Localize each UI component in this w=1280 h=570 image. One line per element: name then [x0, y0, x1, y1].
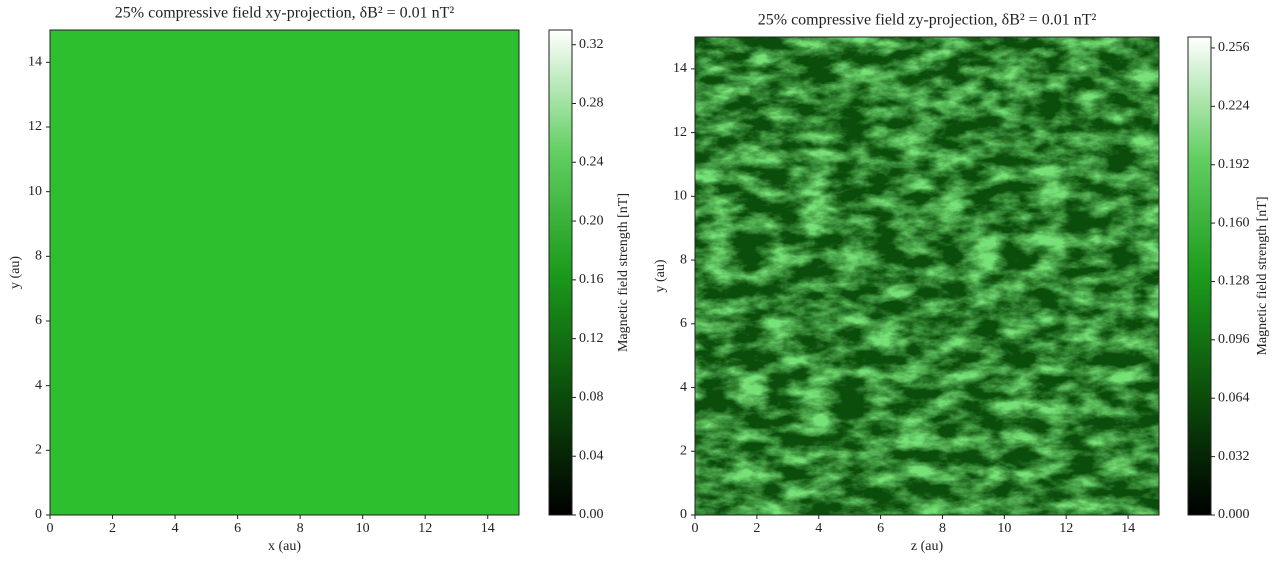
x-tick-label: 6: [234, 521, 241, 536]
y-tick-label: 12: [673, 125, 687, 140]
y-tick-label: 4: [680, 380, 687, 395]
y-axis-label: y (au): [653, 259, 668, 292]
x-tick-label: 8: [297, 521, 304, 536]
colorbar-tick-label: 0.032: [1218, 449, 1250, 464]
colorbar-tick-label: 0.128: [1218, 274, 1250, 289]
plot-frame: [49, 29, 520, 516]
y-tick-label: 2: [35, 443, 42, 458]
y-tick-label: 2: [680, 443, 687, 458]
plot-frame: [694, 36, 1160, 516]
colorbar-label: Magnetic field strength [nT]: [1255, 196, 1270, 355]
y-tick-label: 0: [680, 507, 687, 522]
colorbar-tick-label: 0.224: [1218, 99, 1250, 114]
x-tick-label: 8: [939, 521, 946, 536]
x-tick-label: 12: [418, 521, 432, 536]
y-tick-label: 14: [673, 61, 687, 76]
y-tick-label: 8: [680, 252, 687, 267]
x-tick-label: 0: [47, 521, 54, 536]
heatmap-image: [50, 30, 519, 515]
colorbar: [1187, 36, 1212, 516]
colorbar-tick-label: 0.28: [579, 96, 604, 111]
colorbar: [548, 29, 573, 516]
colorbar-tick-label: 0.000: [1218, 507, 1250, 522]
x-axis-label: z (au): [911, 539, 944, 554]
colorbar-tick-label: 0.04: [579, 448, 604, 463]
y-tick-label: 6: [680, 316, 687, 331]
colorbar-tick-label: 0.12: [579, 331, 604, 346]
x-axis-label: x (au): [268, 539, 301, 554]
y-tick-label: 10: [673, 189, 687, 204]
x-tick-label: 12: [1059, 521, 1073, 536]
heatmap-image: [695, 37, 1159, 515]
x-tick-label: 6: [877, 521, 884, 536]
x-tick-label: 14: [481, 521, 495, 536]
x-tick-label: 14: [1121, 521, 1135, 536]
chart-title: 25% compressive field zy-projection, δB²…: [758, 12, 1097, 29]
chart-title: 25% compressive field xy-projection, δB²…: [115, 5, 455, 22]
y-tick-label: 6: [35, 313, 42, 328]
x-tick-label: 4: [172, 521, 179, 536]
colorbar-tick-label: 0.192: [1218, 157, 1250, 172]
y-tick-label: 8: [35, 249, 42, 264]
colorbar-label: Magnetic field strength [nT]: [616, 193, 631, 352]
y-tick-label: 10: [28, 184, 42, 199]
colorbar-tick-label: 0.24: [579, 154, 604, 169]
y-tick-label: 4: [35, 378, 42, 393]
colorbar-tick-label: 0.160: [1218, 215, 1250, 230]
colorbar-tick-label: 0.08: [579, 390, 604, 405]
colorbar-tick-label: 0.096: [1218, 332, 1250, 347]
colorbar-tick-label: 0.20: [579, 213, 604, 228]
colorbar-tick-label: 0.064: [1218, 390, 1250, 405]
x-tick-label: 10: [997, 521, 1011, 536]
x-tick-label: 2: [109, 521, 116, 536]
x-tick-label: 4: [815, 521, 822, 536]
x-tick-label: 2: [753, 521, 760, 536]
colorbar-tick-label: 0.256: [1218, 40, 1250, 55]
colorbar-tick-label: 0.16: [579, 272, 604, 287]
x-tick-label: 0: [692, 521, 699, 536]
colorbar-tick-label: 0.00: [579, 507, 604, 522]
y-tick-label: 0: [35, 507, 42, 522]
y-axis-label: y (au): [8, 256, 23, 289]
x-tick-label: 10: [356, 521, 370, 536]
colorbar-tick-label: 0.32: [579, 37, 604, 52]
y-tick-label: 14: [28, 55, 42, 70]
y-tick-label: 12: [28, 119, 42, 134]
